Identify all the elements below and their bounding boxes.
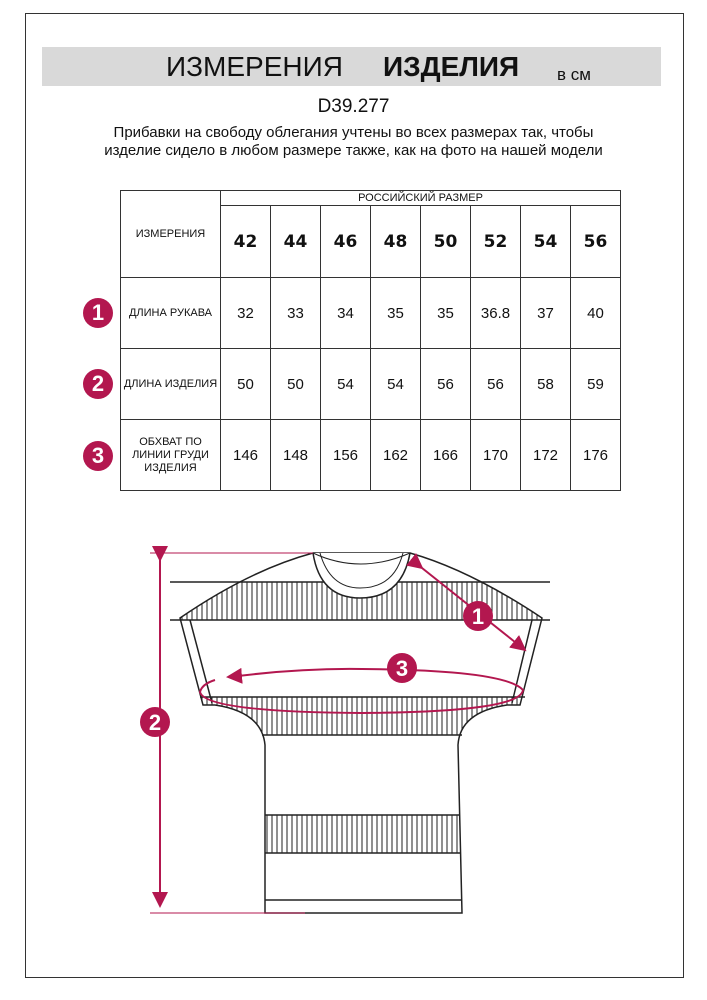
value-cell: 59 xyxy=(570,348,621,420)
size-header: 56 xyxy=(570,205,621,278)
title-bold: ИЗДЕЛИЯ xyxy=(383,51,520,82)
size-header: 46 xyxy=(320,205,371,278)
sizes-row: 42 44 46 48 50 52 54 56 xyxy=(121,205,621,278)
size-group-header: РОССИЙСКИЙ РАЗМЕР xyxy=(220,190,621,206)
size-header: 52 xyxy=(470,205,521,278)
table-row: ОБХВАТ ПО ЛИНИИ ГРУДИ ИЗДЕЛИЯ 146 148 156 16… xyxy=(120,419,621,491)
row-label: ДЛИНА РУКАВА xyxy=(120,277,221,349)
value-cell: 166 xyxy=(420,419,471,491)
page-frame xyxy=(25,13,684,978)
marker-1-badge: 1 xyxy=(83,298,113,328)
value-cell: 176 xyxy=(570,419,621,491)
article-code: D39.277 xyxy=(317,96,390,117)
row-label: ДЛИНА ИЗДЕЛИЯ xyxy=(120,348,221,420)
size-header: 42 xyxy=(220,205,271,278)
value-cell: 146 xyxy=(220,419,271,491)
fit-note: Прибавки на свободу облегания учтены во … xyxy=(104,124,603,159)
value-cell: 162 xyxy=(370,419,421,491)
value-cell: 32 xyxy=(220,277,271,349)
diagram-marker-3-label: 3 xyxy=(396,656,408,681)
value-cell: 34 xyxy=(320,277,371,349)
diagram-marker-2-label: 2 xyxy=(149,710,161,735)
diagram-markers: 1 2 3 xyxy=(140,601,493,737)
value-cell: 37 xyxy=(520,277,571,349)
diagram-marker-3 xyxy=(387,653,417,683)
header-band xyxy=(42,47,661,86)
value-cell: 56 xyxy=(420,348,471,420)
diagram-marker-2 xyxy=(140,707,170,737)
size-header: 48 xyxy=(370,205,421,278)
stripe-bands xyxy=(180,582,542,853)
size-header: 44 xyxy=(270,205,321,278)
value-cell: 40 xyxy=(570,277,621,349)
row-label: ОБХВАТ ПО ЛИНИИ ГРУДИ ИЗДЕЛИЯ xyxy=(120,419,221,491)
table-row: ДЛИНА РУКАВА 32 33 34 35 35 36.8 37 40 xyxy=(120,277,621,349)
value-cell: 58 xyxy=(520,348,571,420)
diagram-marker-1 xyxy=(463,601,493,631)
diagram-marker-1-label: 1 xyxy=(472,604,484,629)
title-regular: ИЗМЕРЕНИЯ xyxy=(166,51,343,82)
value-cell: 33 xyxy=(270,277,321,349)
title-unit: в см xyxy=(557,65,591,84)
marker-3-badge: 3 xyxy=(83,441,113,471)
value-cell: 35 xyxy=(420,277,471,349)
value-cell: 56 xyxy=(470,348,521,420)
size-table: ИЗМЕРЕНИЯ РОССИЙСКИЙ РАЗМЕР 42 44 46 48 50 52… xyxy=(120,190,621,491)
marker-2-badge: 2 xyxy=(83,369,113,399)
value-cell: 50 xyxy=(220,348,271,420)
value-cell: 172 xyxy=(520,419,571,491)
